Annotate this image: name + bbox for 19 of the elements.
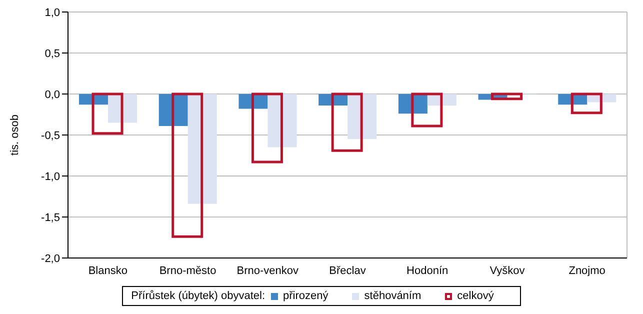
y-tick-label: 0,0 — [44, 88, 60, 101]
x-tick-label: Brno-město — [159, 264, 216, 277]
x-tick-label: Břeclav — [329, 264, 366, 277]
y-tick-label: -1,0 — [41, 170, 60, 183]
y-axis-title: tis. osob — [8, 114, 21, 156]
y-tick-label: 1,0 — [44, 6, 60, 19]
legend-label: stěhováním — [364, 290, 422, 302]
y-tick-label: -0,5 — [41, 130, 60, 142]
y-tick-label: -2,0 — [41, 252, 60, 265]
x-tick-label: Brno-venkov — [236, 264, 300, 277]
y-tick-label: 0,5 — [44, 48, 60, 60]
x-tick-label: Vyškov — [490, 264, 526, 277]
x-tick-label: Blansko — [88, 264, 128, 277]
x-tick-label: Znojmo — [568, 264, 606, 277]
legend-label: celkový — [457, 290, 494, 302]
y-tick-label: -1,5 — [41, 212, 60, 224]
legend-label: přirozený — [283, 290, 328, 302]
x-tick-label: Hodonín — [406, 264, 448, 277]
legend-title: Přírůstek (úbytek) obyvatel: — [131, 290, 266, 302]
